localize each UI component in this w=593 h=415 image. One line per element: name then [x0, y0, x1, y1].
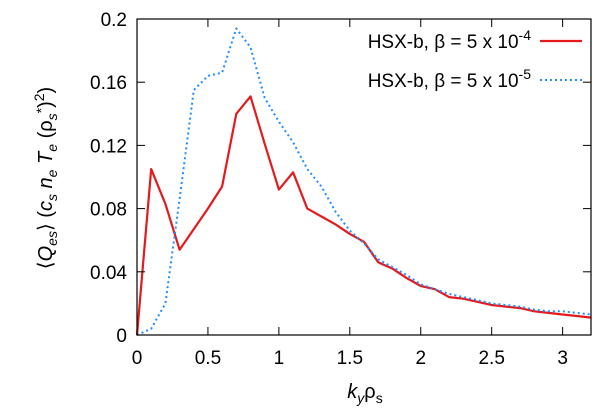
- y-tick-label: 0.08: [90, 200, 127, 221]
- plot-lines: [135, 27, 592, 336]
- y-tick-label: 0.16: [90, 73, 127, 94]
- axis-ticks: [136, 18, 591, 336]
- y-tick-label: 0.12: [90, 136, 127, 157]
- x-tick-label: 3: [557, 348, 568, 369]
- x-tick-label: 2: [415, 348, 426, 369]
- legend-label: HSX-b, β = 5 x 10-4: [368, 27, 532, 53]
- axis-tick-labels: 0 0.5 1 1.5 2 2.5 3 0 0.04 0.08 0.12 0.16 0.2: [90, 10, 568, 369]
- series-line-neg4: [135, 95, 592, 336]
- x-axis-label: kyρs: [347, 381, 382, 406]
- x-tick-label: 1: [274, 348, 285, 369]
- x-tick-label: 0: [132, 348, 143, 369]
- y-tick-label: 0.2: [101, 10, 127, 31]
- x-tick-label: 1.5: [337, 348, 363, 369]
- y-axis-label: ⟨Qes⟩ (cs ne Te (ρs*)2): [31, 87, 60, 269]
- y-tick-label: 0.04: [90, 263, 127, 284]
- x-tick-label: 0.5: [195, 348, 221, 369]
- y-tick-label: 0: [116, 326, 127, 347]
- legend-label: HSX-b, β = 5 x 10-5: [368, 66, 532, 92]
- plot-frame: [136, 18, 592, 336]
- x-tick-label: 2.5: [478, 348, 504, 369]
- legend: HSX-b, β = 5 x 10-4 HSX-b, β = 5 x 10-5: [368, 27, 582, 92]
